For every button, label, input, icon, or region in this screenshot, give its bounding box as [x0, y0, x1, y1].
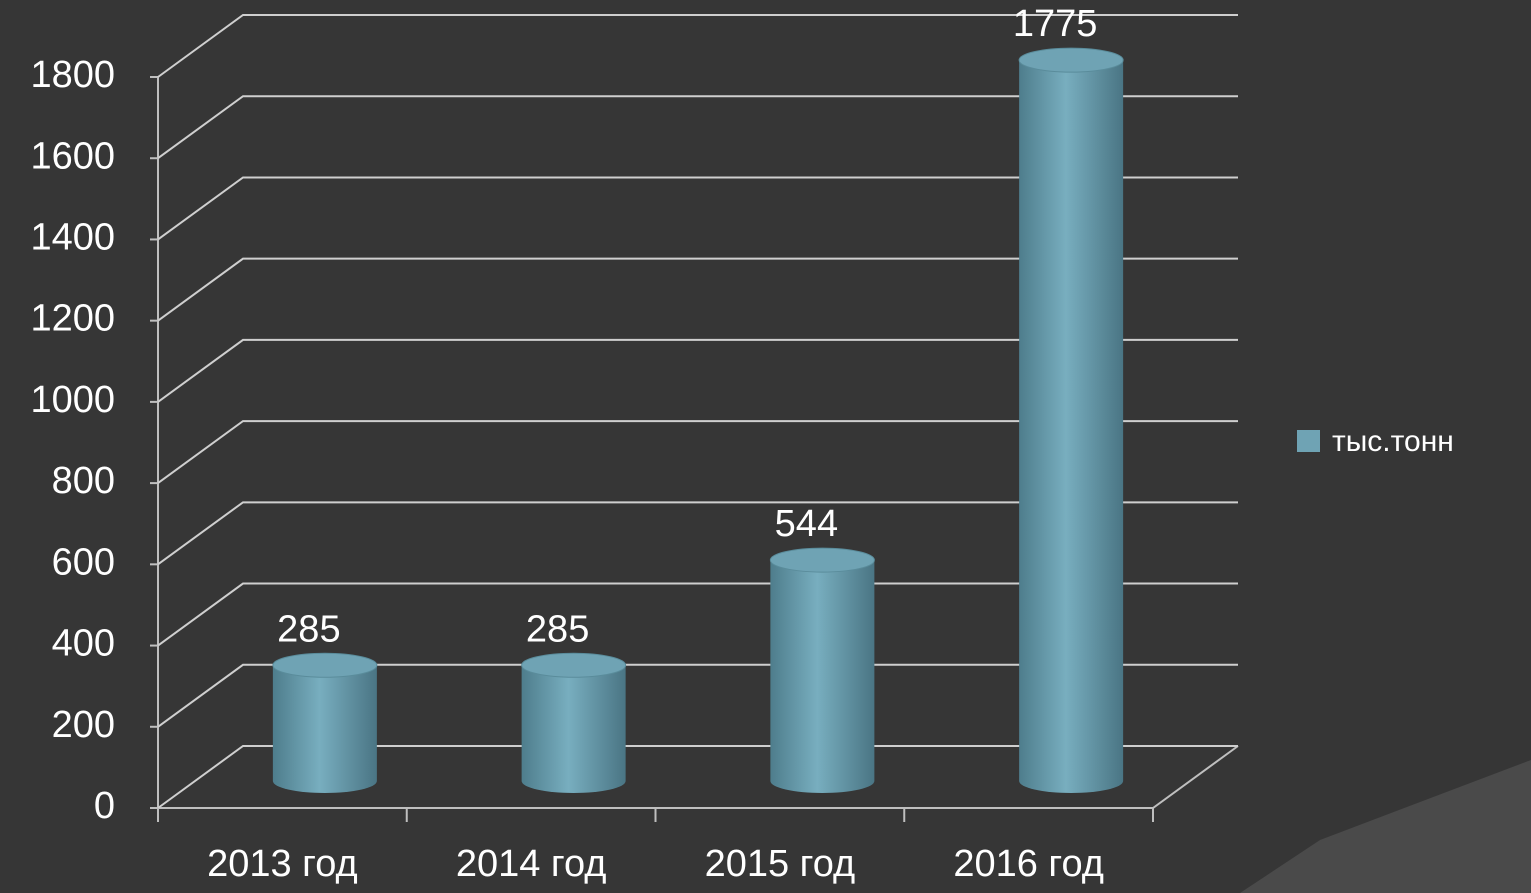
- y-tick-label: 0: [94, 785, 115, 827]
- y-tick-label: 200: [52, 704, 115, 746]
- y-tick-label: 800: [52, 460, 115, 502]
- bar-top: [1018, 47, 1124, 73]
- value-label: 1775: [1013, 3, 1098, 45]
- value-label: 285: [526, 608, 589, 650]
- x-tick-label: 2016 год: [953, 843, 1104, 885]
- y-tick-label: 600: [52, 541, 115, 583]
- y-tick-label: 1600: [30, 135, 115, 177]
- value-label: 544: [775, 503, 838, 545]
- legend-label: тыс.тонн: [1332, 425, 1454, 458]
- legend-swatch: [1297, 430, 1320, 452]
- bar: [1019, 60, 1124, 794]
- grid-line: [157, 95, 1238, 160]
- bar: [521, 665, 626, 793]
- grid-line: [157, 663, 1238, 728]
- bar: [272, 665, 377, 793]
- x-tick-label: 2015 год: [705, 843, 856, 885]
- y-tick-label: 1000: [30, 379, 115, 421]
- x-tick-label: 2013 год: [207, 843, 358, 885]
- y-tick-label: 1200: [30, 298, 115, 340]
- grid-line: [157, 338, 1238, 403]
- bar-top: [272, 652, 378, 678]
- y-tick-label: 1400: [30, 216, 115, 258]
- y-tick-label: 1800: [30, 54, 115, 96]
- grid-line: [157, 257, 1238, 322]
- grid-line: [157, 745, 1238, 809]
- grid-line: [157, 14, 1238, 78]
- bar: [770, 560, 875, 793]
- corner-decoration: [1240, 760, 1531, 893]
- grid-line: [157, 420, 1238, 484]
- bar-top: [769, 547, 875, 573]
- bar-top: [521, 652, 627, 678]
- grid-line: [157, 582, 1238, 647]
- grid-line: [157, 176, 1238, 241]
- x-tick-label: 2014 год: [456, 843, 607, 885]
- y-tick-label: 400: [52, 623, 115, 665]
- grid-line: [157, 501, 1238, 566]
- value-label: 285: [277, 608, 340, 650]
